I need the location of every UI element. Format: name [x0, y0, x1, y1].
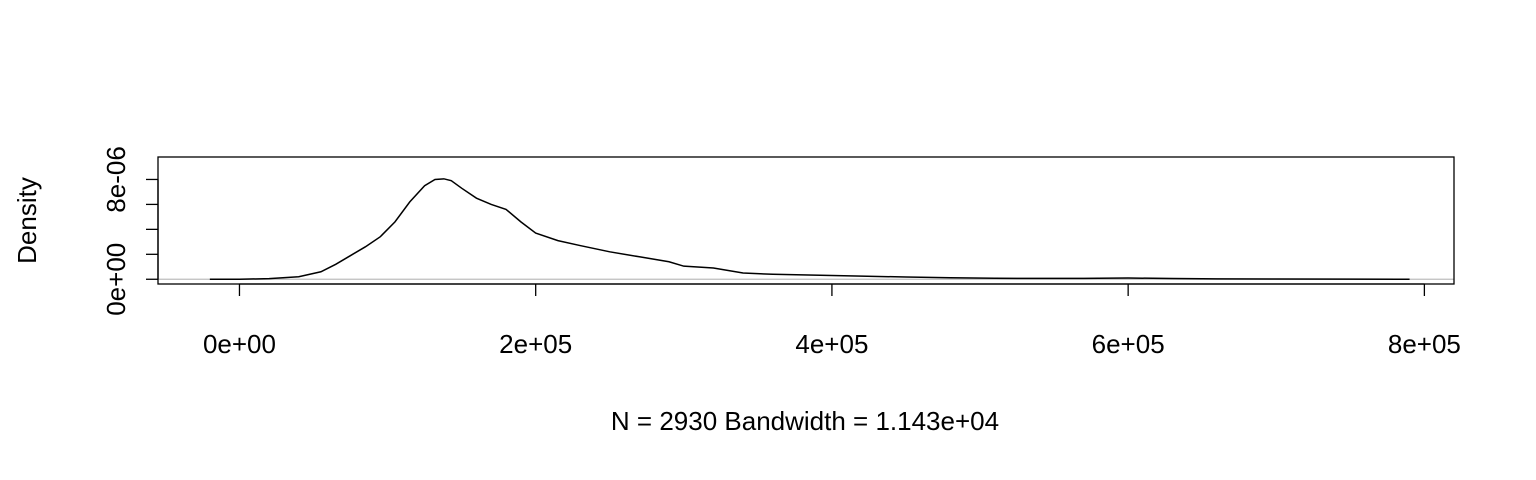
x-tick-label: 6e+05 [1092, 329, 1165, 359]
x-tick-label: 2e+05 [499, 329, 572, 359]
y-axis: 0e+00 8e-06 [101, 146, 159, 316]
plot-frame [157, 156, 1455, 285]
y-tick-label: 0e+00 [101, 243, 131, 316]
density-line [209, 178, 1410, 281]
y-axis-label: Density [12, 177, 42, 264]
x-axis-label: N = 2930 Bandwidth = 1.143e+04 [611, 406, 999, 436]
x-axis: 0e+00 2e+05 4e+05 6e+05 8e+05 [203, 283, 1461, 359]
x-tick-label: 0e+00 [203, 329, 276, 359]
x-tick-label: 8e+05 [1388, 329, 1461, 359]
y-tick-label: 8e-06 [101, 146, 131, 213]
x-tick-label: 4e+05 [795, 329, 868, 359]
